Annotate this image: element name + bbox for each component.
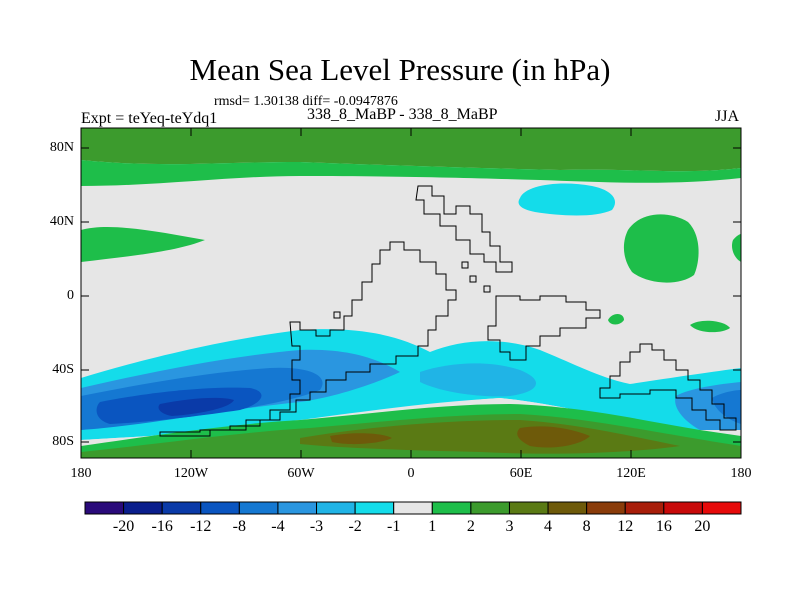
small-green-blob-2 bbox=[690, 320, 730, 333]
antarctic-brown-2 bbox=[330, 433, 392, 445]
asia-green-blob bbox=[623, 214, 699, 283]
colorbar-swatch bbox=[470, 501, 510, 515]
colorbar-label: -20 bbox=[112, 518, 135, 535]
colorbar-swatch bbox=[277, 501, 318, 515]
island-1 bbox=[333, 311, 341, 319]
period-label: 338_8_MaBP - 338_8_MaBP bbox=[307, 106, 498, 123]
antarctic-olive bbox=[300, 420, 680, 454]
island-3 bbox=[461, 261, 469, 269]
south-belt-mid-2 bbox=[420, 363, 537, 397]
edge-green-blob bbox=[731, 234, 741, 262]
colorbar-label: -2 bbox=[348, 518, 362, 535]
colorbar-swatch bbox=[200, 501, 240, 515]
stats-text: rmsd= 1.30138 diff= -0.0947876 bbox=[214, 94, 398, 109]
colorbar-swatch bbox=[238, 501, 279, 515]
lat-label-40s: 40S bbox=[52, 362, 74, 377]
colorbar-swatch bbox=[161, 501, 202, 515]
south-belt-darkest bbox=[158, 397, 234, 416]
map-title: Mean Sea Level Pressure (in hPa) bbox=[189, 52, 611, 87]
colorbar-label: 4 bbox=[544, 518, 553, 535]
lat-label-80s: 80S bbox=[52, 434, 74, 449]
island-4 bbox=[483, 285, 491, 293]
coastline-australia bbox=[599, 343, 737, 431]
small-green-blob-1 bbox=[608, 314, 624, 325]
colorbar-swatch bbox=[431, 501, 472, 515]
south-pacific-deep bbox=[712, 390, 741, 424]
lon-label-60e: 60E bbox=[509, 466, 533, 481]
colorbar-swatch bbox=[316, 501, 356, 515]
lat-label-0: 0 bbox=[67, 288, 74, 303]
colorbar-label: -12 bbox=[190, 518, 212, 535]
colorbar-swatch bbox=[547, 501, 588, 515]
lon-label-180e: 180 bbox=[730, 466, 752, 481]
colorbar-label: -16 bbox=[151, 518, 173, 535]
lon-label-60w: 60W bbox=[287, 466, 315, 481]
lon-label-180w: 180 bbox=[70, 466, 92, 481]
colorbar-label: 12 bbox=[617, 518, 634, 535]
north-band-edge bbox=[81, 160, 741, 186]
colorbar-swatch bbox=[123, 501, 163, 515]
colorbar-label: 8 bbox=[582, 518, 591, 535]
colorbar-swatch bbox=[508, 501, 549, 515]
colorbar-swatch bbox=[586, 501, 626, 515]
antarctic-brown bbox=[517, 426, 590, 448]
coastline-africa bbox=[487, 295, 601, 361]
colorbar-swatch bbox=[663, 501, 703, 515]
colorbar-label: 3 bbox=[505, 518, 514, 535]
colorbar-label: 16 bbox=[655, 518, 672, 535]
colorbar-label: 2 bbox=[466, 518, 475, 535]
axis-ticks bbox=[81, 128, 741, 458]
pacific-green-blob bbox=[81, 227, 205, 262]
north-cyan-blob bbox=[518, 183, 616, 216]
island-2 bbox=[469, 275, 477, 283]
lon-label-120w: 120W bbox=[173, 466, 209, 481]
colorbar-label: 20 bbox=[694, 518, 711, 535]
colorbar-label: -4 bbox=[271, 518, 285, 535]
colorbar-label: -8 bbox=[232, 518, 246, 535]
colorbar bbox=[84, 501, 742, 515]
colorbar-label: -1 bbox=[387, 518, 401, 535]
colorbar-label: 1 bbox=[428, 518, 437, 535]
coastline-north-block bbox=[415, 185, 513, 273]
coastlines bbox=[159, 185, 737, 437]
map-field bbox=[81, 128, 741, 458]
colorbar-swatch bbox=[624, 501, 665, 515]
lat-label-80n: 80N bbox=[49, 140, 74, 155]
lat-label-40n: 40N bbox=[49, 214, 74, 229]
north-band bbox=[81, 128, 741, 172]
lon-label-120e: 120E bbox=[616, 466, 646, 481]
colorbar-swatch bbox=[701, 501, 742, 515]
lon-label-0: 0 bbox=[407, 466, 415, 481]
colorbar-swatch bbox=[84, 501, 125, 515]
colorbar-label: -3 bbox=[309, 518, 324, 535]
colorbar-swatch bbox=[393, 501, 433, 515]
colorbar-swatch bbox=[354, 501, 395, 515]
experiment-label: Expt = teYeq-teYdq1 bbox=[81, 110, 218, 127]
season-label: JJA bbox=[715, 108, 740, 125]
coastline-south-america bbox=[159, 241, 457, 437]
